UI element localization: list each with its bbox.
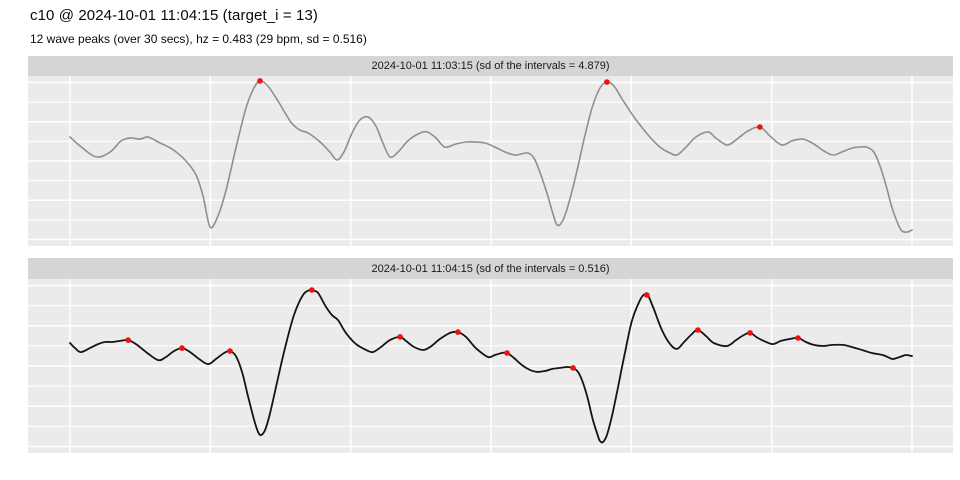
- waveform-bottom-svg: [28, 279, 953, 453]
- plot-panel-top: [28, 76, 953, 246]
- chart-subtitle: 12 wave peaks (over 30 secs), hz = 0.483…: [30, 32, 367, 46]
- facet-strip-label-top: 2024-10-01 11:03:15 (sd of the intervals…: [28, 56, 953, 76]
- waveform-top-svg: [28, 76, 953, 246]
- chart-title: c10 @ 2024-10-01 11:04:15 (target_i = 13…: [30, 7, 318, 24]
- facet-strip-label-bottom: 2024-10-01 11:04:15 (sd of the intervals…: [28, 258, 953, 279]
- plot-panel-bottom: [28, 279, 953, 453]
